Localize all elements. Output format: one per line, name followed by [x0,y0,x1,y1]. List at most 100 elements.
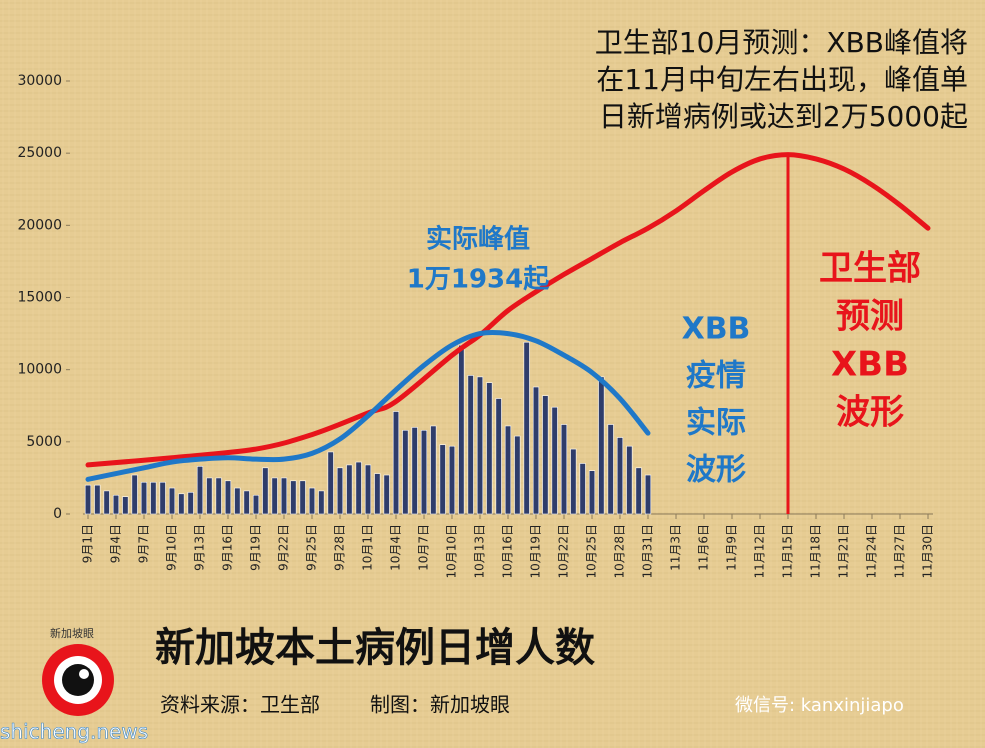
x-tick-label: 9月16日 [221,524,235,571]
bar [206,477,213,515]
bar [234,487,241,515]
source: 资料来源：卫生部 [160,693,320,717]
y-tick-label: 5000 [26,434,62,450]
x-tick-label: 10月28日 [613,524,627,579]
bar [122,496,129,515]
bar [150,481,157,515]
bar [243,490,250,515]
curve [85,152,931,468]
x-tick-label: 11月27日 [893,524,907,579]
bar [588,470,596,515]
x-tick-label: 9月13日 [193,524,207,571]
bar [542,395,549,515]
bar [644,474,652,515]
x-tick-label: 11月3日 [669,524,683,571]
x-tick-label: 11月12日 [753,524,767,579]
headline: 卫生部10月预测：XBB峰值将 [595,26,968,59]
x-tick-label: 11月9日 [725,524,739,571]
x-tick-label: 11月24日 [865,524,879,579]
y-tick-label: 10000 [17,362,62,378]
x-tick-label: 11月21日 [837,524,851,579]
bar [570,448,577,515]
bar [140,481,148,515]
y-tick-label: 30000 [17,73,62,89]
x-tick-label: 10月25日 [585,524,599,579]
bar [196,466,204,515]
bar [476,376,484,515]
bar [262,467,269,515]
x-tick-label: 10月13日 [473,524,487,579]
x-tick-label: 11月15日 [781,524,795,579]
bar [626,445,633,515]
credit: 制图：新加坡眼 [370,693,510,717]
annotation: 1万1934起 [407,265,550,295]
x-tick-label: 10月7日 [417,524,431,571]
bar [532,386,540,515]
bar [327,451,334,515]
bar [374,473,381,515]
bar [383,474,390,515]
wechat: 微信号: kanxinjiapo [735,695,904,716]
bar [103,490,110,515]
bar [318,490,325,515]
bar [467,375,474,515]
annotation: 波形 [686,453,746,488]
bar [178,493,185,515]
bar [168,487,176,515]
y-tick-label: 0 [53,506,62,522]
bar [560,424,568,515]
bar [84,484,92,515]
x-tick-label: 11月30日 [921,524,935,579]
bar [402,429,409,515]
bar [635,467,642,515]
x-tick-label: 10月16日 [501,524,515,579]
x-tick-label: 10月31日 [641,524,655,579]
x-tick-label: 11月6日 [697,524,711,571]
bar [411,427,418,515]
bar [448,445,456,515]
bar [551,406,558,515]
logo: 新加坡眼 [42,626,114,716]
bar [299,480,306,515]
bar [308,487,316,515]
logo-text: 新加坡眼 [50,626,94,640]
bar [290,480,297,515]
bar [598,376,605,515]
x-tick-label: 10月1日 [361,524,375,571]
x-tick-label: 10月19日 [529,524,543,579]
bar [392,411,400,515]
headline: 在11月中旬左右出现，峰值单 [596,63,968,96]
x-tick-label: 9月7日 [137,524,151,563]
x-tick-label: 11月18日 [809,524,823,579]
bar [430,425,437,515]
watermark: shicheng.news [0,720,148,744]
annotation: 卫生部 [819,249,921,289]
x-tick-label: 9月22日 [277,524,291,571]
annotation: XBB [682,312,751,347]
x-tick-label: 9月1日 [81,524,95,563]
bar [112,494,120,515]
bar [504,425,512,515]
bar [187,492,194,515]
x-tick-label: 9月4日 [109,524,123,563]
bar [458,344,465,515]
annotation: 波形 [836,393,904,433]
bar [420,429,428,515]
bar [439,444,446,515]
bar [224,480,232,515]
bar [486,382,493,515]
annotation: 实际 [686,406,746,441]
bar [131,474,138,515]
x-tick-label: 10月22日 [557,524,571,579]
annotation: 疫情 [686,359,746,394]
x-tick-label: 9月10日 [165,524,179,571]
annotation: XBB [831,345,909,385]
bar [94,484,101,515]
bar [252,494,260,515]
annotation: 预测 [836,297,904,337]
bar [523,341,530,515]
y-tick-label: 15000 [17,290,62,306]
bar [514,435,521,515]
bar [495,398,502,515]
